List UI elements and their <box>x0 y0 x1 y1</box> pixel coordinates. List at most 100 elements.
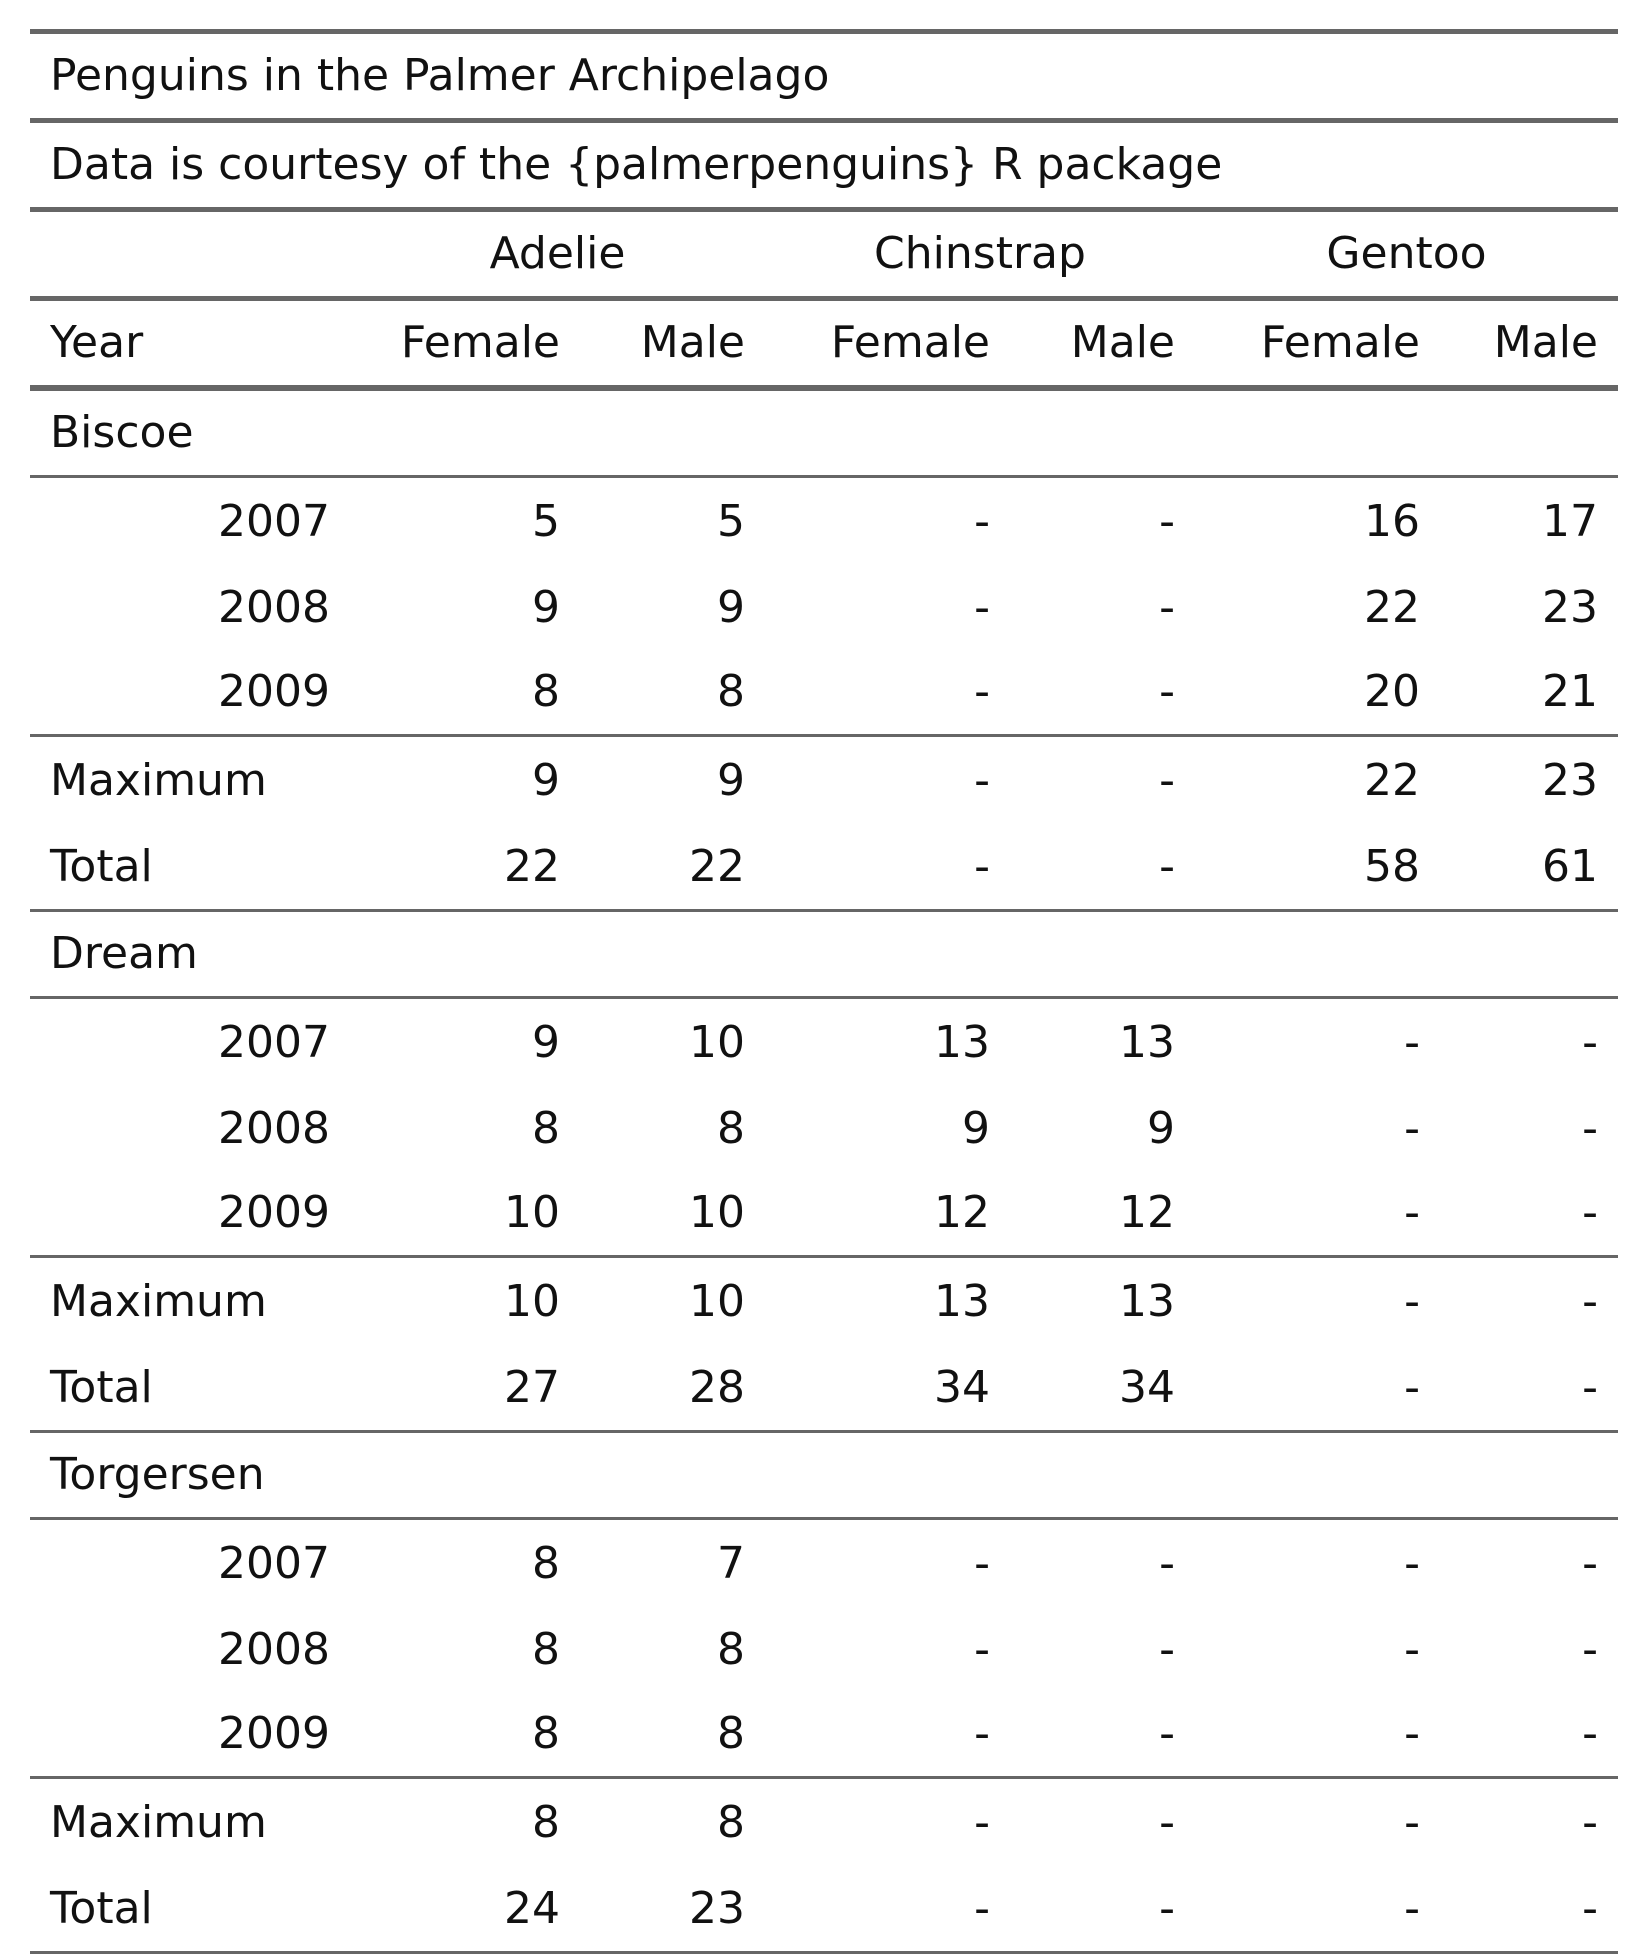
row-year-label: 2009 <box>218 666 330 717</box>
table-cell: 17 <box>1542 496 1598 547</box>
summary-cell: - <box>765 734 1010 825</box>
summary-cell: - <box>1010 1867 1195 1954</box>
summary-cell: 34 <box>765 1346 1010 1433</box>
column-header-chinstrap-male: Male <box>1010 298 1195 391</box>
row-year-label: 2007 <box>218 1538 330 1589</box>
table-cell: - <box>974 1538 990 1589</box>
row-group-label: Dream <box>30 910 1618 999</box>
summary-row-total: Total 27 28 34 34- - <box>30 1346 1618 1433</box>
summary-cell: 61 <box>1440 825 1618 912</box>
table-cell: 8 <box>717 1708 745 1759</box>
summary-cell: 22 <box>580 825 765 912</box>
row-year-label: 2008 <box>218 582 330 633</box>
summary-cell: - <box>765 825 1010 912</box>
summary-cell: 10 <box>350 1255 580 1346</box>
row-group-biscoe: Biscoe <box>30 388 1618 478</box>
table-subtitle: Data is courtesy of the {palmerpenguins}… <box>30 120 1618 212</box>
summary-cell: 28 <box>580 1346 765 1433</box>
table-cell: - <box>1159 1708 1175 1759</box>
summary-cell: - <box>1195 1255 1440 1346</box>
table-cell: 8 <box>717 1624 745 1675</box>
table-cell: 8 <box>717 666 745 717</box>
summary-cell: - <box>1195 1776 1440 1867</box>
column-header-row: Year Female Male Female Male Female Male <box>30 298 1618 391</box>
summary-cell: - <box>1440 1346 1618 1433</box>
table-cell: - <box>1404 1187 1420 1238</box>
table-cell: - <box>1582 1538 1598 1589</box>
summary-cell: 13 <box>1010 1255 1195 1346</box>
column-header-chinstrap-female: Female <box>765 298 1010 391</box>
table-cell: 8 <box>532 1624 560 1675</box>
summary-row-maximum: Maximum 10 10 13 13- - <box>30 1255 1618 1346</box>
summary-row-maximum: Maximum 9 9- -22 23 <box>30 734 1618 825</box>
summary-cell: - <box>1010 825 1195 912</box>
table-cell: 10 <box>689 1017 745 1068</box>
summary-label: Maximum <box>30 1776 350 1867</box>
table-cell: 23 <box>1542 582 1598 633</box>
table-cell: 8 <box>532 1538 560 1589</box>
table-cell: 8 <box>532 666 560 717</box>
summary-cell: - <box>1010 734 1195 825</box>
table-cell: - <box>1582 1103 1598 1154</box>
spanner-empty <box>30 209 350 301</box>
column-header-gentoo-male: Male <box>1440 298 1618 391</box>
row-group-label: Torgersen <box>30 1431 1618 1520</box>
spanner-chinstrap: Chinstrap <box>765 209 1195 301</box>
table-cell: 16 <box>1364 496 1420 547</box>
table-cell: - <box>974 496 990 547</box>
table-cell: 9 <box>1147 1103 1175 1154</box>
summary-cell: - <box>765 1776 1010 1867</box>
summary-label: Maximum <box>30 1255 350 1346</box>
summary-row-total: Total 24 23- - - - <box>30 1867 1618 1954</box>
row-group-torgersen: Torgersen <box>30 1431 1618 1520</box>
table-cell: 8 <box>717 1103 745 1154</box>
summary-label: Total <box>30 1346 350 1433</box>
table-cell: 10 <box>689 1187 745 1238</box>
row-year-label: 2009 <box>218 1708 330 1759</box>
table-cell: 10 <box>504 1187 560 1238</box>
summary-cell: - <box>1440 1867 1618 1954</box>
table-cell: 12 <box>1119 1187 1175 1238</box>
row-group-dream: Dream <box>30 910 1618 999</box>
summary-row-total: Total 22 22- -58 61 <box>30 825 1618 912</box>
table-row: 2009 8 8 - - - - <box>30 1692 1618 1778</box>
table-cell: - <box>974 1708 990 1759</box>
row-group-label: Biscoe <box>30 388 1618 478</box>
summary-cell: 27 <box>350 1346 580 1433</box>
column-header-adelie-female: Female <box>350 298 580 391</box>
table-cell: 8 <box>532 1103 560 1154</box>
row-year-label: 2008 <box>218 1624 330 1675</box>
row-year-label: 2008 <box>218 1103 330 1154</box>
table-row: 2007 9 10 13 13 - - <box>30 998 1618 1088</box>
table-cell: - <box>1159 666 1175 717</box>
table-cell: 12 <box>934 1187 990 1238</box>
table-cell: 9 <box>532 1017 560 1068</box>
spanner-gentoo: Gentoo <box>1195 209 1618 301</box>
column-header-gentoo-female: Female <box>1195 298 1440 391</box>
summary-label: Total <box>30 825 350 912</box>
table-cell: 21 <box>1542 666 1598 717</box>
table-title: Penguins in the Palmer Archipelago <box>30 29 1618 123</box>
table-cell: - <box>974 582 990 633</box>
table-cell: - <box>1582 1624 1598 1675</box>
table-title-row: Penguins in the Palmer Archipelago <box>30 29 1618 123</box>
table-cell: 5 <box>717 496 745 547</box>
table-cell: - <box>974 1624 990 1675</box>
table-cell: 5 <box>532 496 560 547</box>
summary-row-maximum: Maximum 8 8- - - - <box>30 1776 1618 1867</box>
summary-cell: 9 <box>580 734 765 825</box>
table-cell: 22 <box>1364 582 1420 633</box>
summary-cell: 8 <box>350 1776 580 1867</box>
table-subtitle-row: Data is courtesy of the {palmerpenguins}… <box>30 120 1618 212</box>
summary-cell: - <box>1195 1346 1440 1433</box>
summary-cell: - <box>765 1867 1010 1954</box>
table-cell: - <box>1582 1017 1598 1068</box>
summary-cell: 58 <box>1195 825 1440 912</box>
table-row: 2008 9 9 - - 22 23 <box>30 566 1618 650</box>
table-row: 2008 8 8 - - - - <box>30 1608 1618 1692</box>
summary-cell: 23 <box>1440 734 1618 825</box>
summary-cell: - <box>1010 1776 1195 1867</box>
row-year-label: 2007 <box>218 496 330 547</box>
row-year-label: 2009 <box>218 1187 330 1238</box>
table-cell: - <box>1582 1708 1598 1759</box>
